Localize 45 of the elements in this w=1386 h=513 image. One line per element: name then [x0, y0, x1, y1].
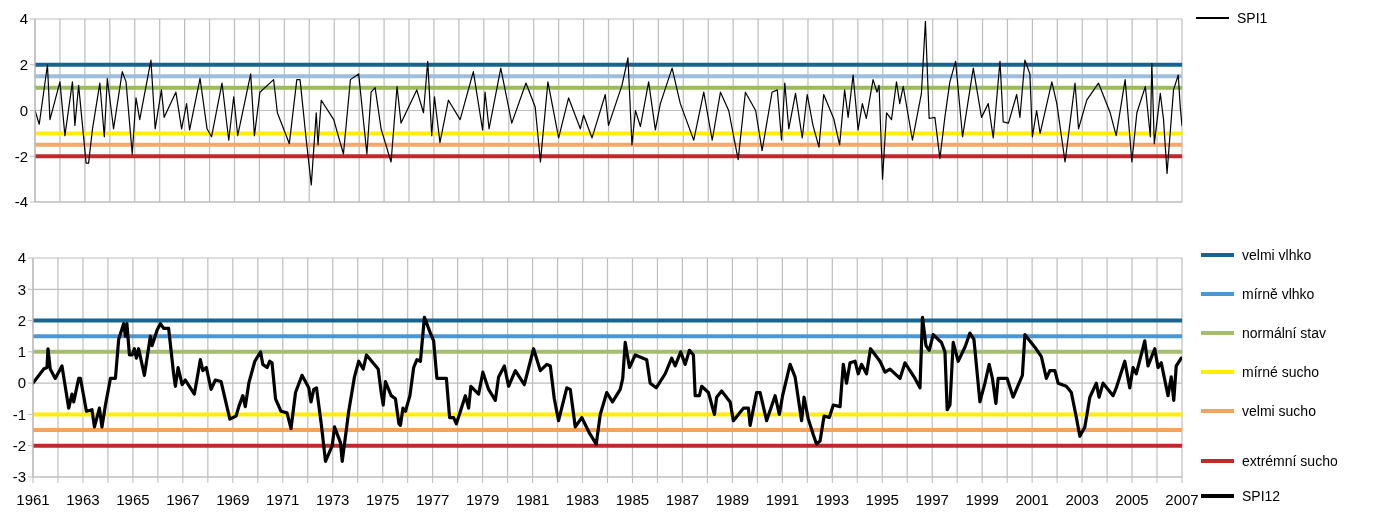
legend-label: SPI12 [1242, 488, 1281, 504]
y-tick-label: 2 [19, 56, 28, 74]
y-tick-label: 0 [19, 101, 28, 119]
y-tick-label: 3 [17, 280, 26, 298]
x-tick-label: 1975 [366, 490, 400, 508]
legend-label: extrémní sucho [1242, 453, 1338, 469]
x-tick-label: 1967 [166, 490, 200, 508]
x-tick-label: 1969 [216, 490, 250, 508]
y-tick-label: -1 [12, 405, 26, 423]
x-tick-label: 1979 [465, 490, 500, 508]
x-tick-label: 1983 [565, 490, 600, 508]
x-tick-label: 1977 [415, 490, 450, 508]
x-tick-label: 1963 [66, 490, 100, 508]
x-tick-label: 1993 [815, 490, 849, 508]
x-tick-label: 1981 [515, 490, 550, 508]
x-tick-label: 2005 [1115, 490, 1149, 508]
y-tick-label: 1 [17, 343, 26, 361]
x-tick-label: 1961 [16, 490, 50, 508]
legend-label: normální stav [1242, 325, 1327, 341]
x-tick-label: 1989 [715, 490, 750, 508]
x-tick-label: 2001 [1015, 490, 1049, 508]
x-tick-label: 1971 [266, 490, 300, 508]
y-tick-label: 2 [17, 311, 26, 329]
x-tick-label: 1965 [116, 490, 150, 508]
x-tick-label: 1985 [615, 490, 650, 508]
legend-label: velmi sucho [1242, 403, 1316, 419]
y-tick-label: -2 [14, 147, 28, 165]
legend-label: mírně vlhko [1242, 286, 1315, 302]
legend-label: SPI1 [1237, 10, 1268, 26]
y-tick-label: -4 [14, 193, 28, 211]
y-tick-label: -2 [12, 437, 26, 455]
y-tick-label: 4 [17, 249, 26, 267]
x-tick-label: 1995 [865, 490, 899, 508]
x-tick-label: 1987 [665, 490, 700, 508]
y-tick-label: 0 [17, 374, 26, 392]
y-tick-label: 4 [19, 10, 28, 28]
x-tick-label: 2003 [1065, 490, 1099, 508]
legend-label: velmi vlhko [1242, 247, 1312, 263]
x-tick-label: 1997 [915, 490, 949, 508]
x-tick-label: 1991 [765, 490, 800, 508]
x-tick-label: 1973 [316, 490, 350, 508]
x-tick-label: 2007 [1165, 490, 1199, 508]
y-tick-label: -3 [12, 468, 26, 486]
x-tick-label: 1999 [965, 490, 999, 508]
legend-label: mírné sucho [1242, 364, 1320, 380]
